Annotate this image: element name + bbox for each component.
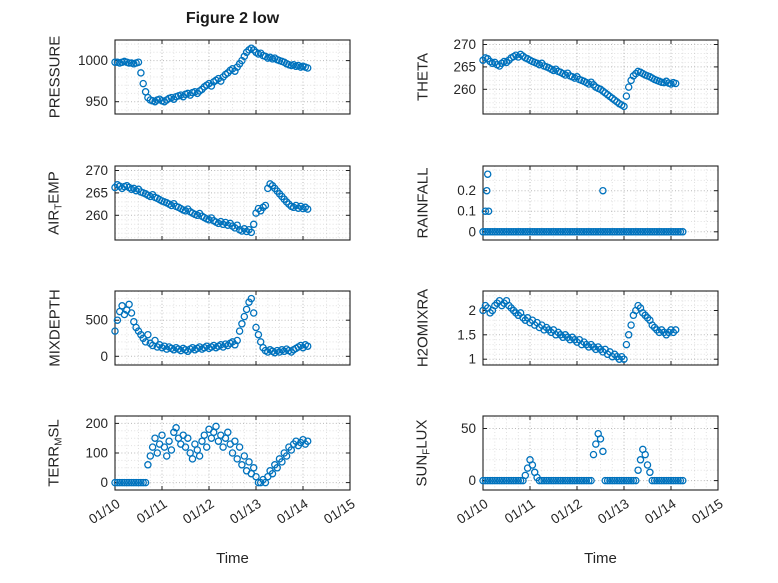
- plot-pressure: 950 1000: [78, 39, 351, 115]
- svg-text:01/15: 01/15: [689, 496, 726, 527]
- y-axis-label-pressure: PRESSURE: [46, 35, 64, 119]
- svg-text:01/13: 01/13: [227, 496, 264, 527]
- svg-text:01/12: 01/12: [180, 496, 217, 527]
- subplot-pressure: 950 1000 PRESSURE: [47, 36, 351, 118]
- svg-text:2: 2: [468, 303, 476, 318]
- svg-text:01/14: 01/14: [274, 496, 311, 527]
- subplot-mixdepth: 0 500 MIXDEPTH: [47, 289, 351, 367]
- plot-h2omixra: 11.52: [457, 290, 719, 367]
- svg-text:01/11: 01/11: [502, 496, 538, 526]
- svg-text:01/11: 01/11: [134, 496, 170, 526]
- tick-labels: 260 265 270: [453, 37, 476, 97]
- svg-text:01/13: 01/13: [595, 496, 632, 527]
- grid-lines: [115, 290, 350, 365]
- svg-text:270: 270: [453, 37, 476, 52]
- y-axis-label-air-temp: AIRTEMP: [45, 171, 65, 235]
- grid-lines: [483, 166, 718, 240]
- y-axis-label-h2omixra: H2OMIXRA: [414, 288, 432, 368]
- svg-text:200: 200: [85, 416, 108, 431]
- subplot-air-temp: 260 265 270 AIRTEMP: [46, 163, 351, 241]
- plot-mixdepth: 0 500: [85, 290, 351, 366]
- axes-border: [482, 415, 719, 491]
- y-axis-label-mixdepth: MIXDEPTH: [46, 289, 64, 367]
- tick-labels: 260 265 270: [85, 163, 108, 223]
- tick-marks: [114, 40, 351, 114]
- data-points: [111, 422, 312, 487]
- svg-text:1.5: 1.5: [457, 327, 476, 342]
- svg-text:950: 950: [85, 94, 108, 109]
- svg-text:0: 0: [468, 224, 476, 239]
- svg-text:265: 265: [453, 59, 476, 74]
- svg-text:270: 270: [85, 163, 108, 178]
- tick-marks: [114, 291, 351, 365]
- subplot-h2omixra: 1 1.5 2 H2OMIXRA: [415, 289, 719, 367]
- subplot-rainfall: 0 0.1 0.2 RAINFALL: [415, 165, 719, 241]
- data-points: [111, 180, 312, 237]
- tick-labels: 0 0.1 0.2: [457, 183, 476, 239]
- subplot-theta: 260 265 270 THETA: [415, 37, 719, 115]
- tick-marks: [482, 40, 719, 114]
- svg-text:0: 0: [100, 475, 108, 490]
- data-points: [111, 294, 312, 357]
- tick-labels: 11.52: [457, 303, 476, 367]
- plot-theta: 260 265 270: [453, 37, 719, 115]
- axes-border: [482, 165, 719, 241]
- plot-rainfall: 0 0.1 0.2: [457, 165, 719, 241]
- figure-title: Figure 2 low: [185, 10, 280, 27]
- data-points: [479, 50, 680, 111]
- plot-sun-flux: 0 50 01/10 01/11 01/12 01/13 01/14 01/15: [454, 415, 726, 527]
- y-axis-label-rainfall: RAINFALL: [414, 167, 432, 239]
- svg-text:100: 100: [85, 446, 108, 461]
- svg-text:01/10: 01/10: [86, 496, 123, 527]
- tick-marks: [482, 416, 719, 490]
- svg-text:0.2: 0.2: [457, 183, 476, 198]
- data-points: [479, 296, 680, 363]
- svg-text:50: 50: [461, 421, 476, 436]
- svg-text:01/10: 01/10: [454, 496, 491, 527]
- svg-text:1: 1: [468, 352, 476, 367]
- svg-text:01/15: 01/15: [321, 496, 358, 527]
- svg-text:01/12: 01/12: [548, 496, 585, 527]
- svg-text:0: 0: [100, 349, 108, 364]
- svg-text:265: 265: [85, 185, 108, 200]
- axes-border: [482, 290, 719, 366]
- y-axis-label-sun-flux: SUNFLUX: [413, 419, 433, 487]
- y-axis-label-theta: THETA: [414, 52, 432, 102]
- tick-labels: 0 500: [85, 313, 108, 364]
- svg-text:260: 260: [85, 208, 108, 223]
- svg-text:0.1: 0.1: [457, 204, 476, 219]
- svg-text:1000: 1000: [78, 53, 108, 68]
- plot-terr-msl: 0 100 200 01/10 01/11 01/12 01/13 01/14 01/15: [85, 415, 358, 527]
- data-points: [479, 429, 687, 485]
- plot-air-temp: 260 265 270: [85, 163, 351, 241]
- axes-border: [114, 165, 351, 241]
- tick-marks: [114, 166, 351, 240]
- subplot-sun-flux: 0 50 01/10 01/11 01/12 01/13 01/14 01/15 SUNFLUX: [414, 415, 726, 527]
- tick-marks: [482, 166, 719, 240]
- x-axis-title-left: Time: [216, 550, 249, 567]
- svg-text:260: 260: [453, 82, 476, 97]
- axes-border: [482, 39, 719, 115]
- data-points: [479, 170, 687, 236]
- x-axis-title-right: Time: [584, 550, 617, 567]
- subplot-terr-msl: 0 100 200 01/10 01/11 01/12 01/13 01/14 01/15 TER…: [46, 415, 358, 527]
- data-points: [111, 44, 312, 106]
- grid-lines: [483, 39, 718, 114]
- y-axis-label-terr-msl: TERRMSL: [45, 419, 65, 487]
- tick-marks: [114, 416, 351, 490]
- svg-text:0: 0: [468, 473, 476, 488]
- axes-border: [114, 39, 351, 115]
- svg-text:01/14: 01/14: [642, 496, 679, 527]
- tick-labels: 950 1000: [78, 53, 108, 109]
- svg-text:500: 500: [85, 313, 108, 328]
